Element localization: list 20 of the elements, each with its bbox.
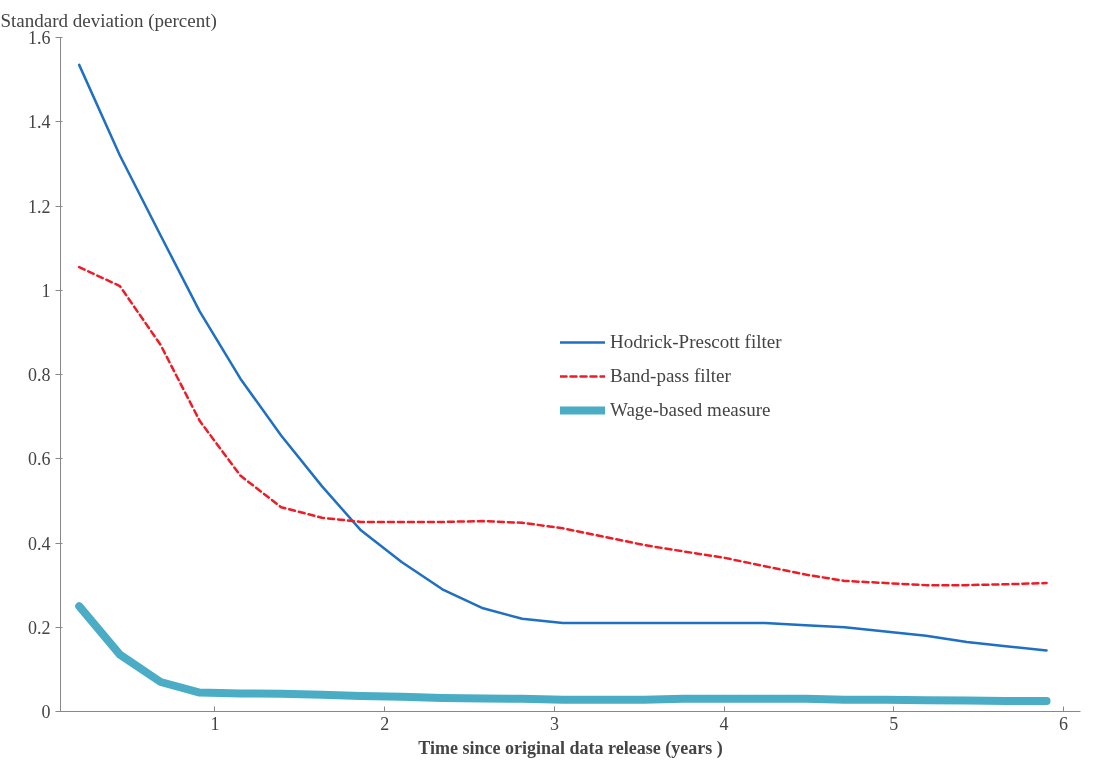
x-tick-label: 2 [380,713,390,734]
line-series [77,265,1048,587]
y-tick-label: 0.6 [28,449,51,470]
y-tick-label: 1.4 [28,112,51,133]
x-axis-title: Time since original data release (years ) [418,737,723,759]
legend-label: Hodrick-Prescott filter [610,331,782,353]
x-tick-label: 1 [210,713,220,734]
y-tick-label: 0.8 [28,365,51,385]
line-series [77,63,1048,652]
legend-label: Wage-based measure [610,399,771,421]
y-tick-label: 1 [41,280,51,301]
x-tick-label: 5 [889,713,899,734]
y-tick-label: 0 [41,702,51,722]
legend-label: Band-pass filter [610,365,731,387]
x-tick-label: 3 [549,713,559,734]
y-tick-label: 0.2 [28,617,51,638]
x-tick-label: 4 [719,713,729,734]
y-tick-label: 1.2 [28,196,51,217]
x-tick-label: 6 [1059,713,1069,734]
y-tick-label: 0.4 [28,533,51,554]
